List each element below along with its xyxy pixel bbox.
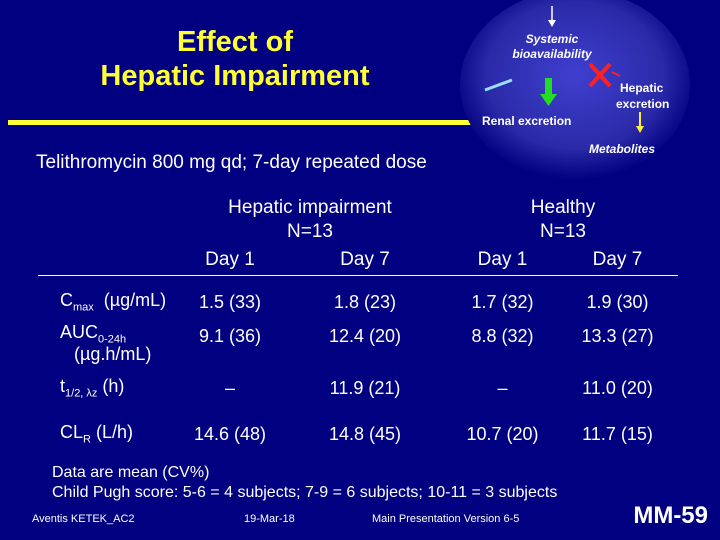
label-main: AUC <box>60 322 99 342</box>
group-header-hepatic: Hepatic impairment N=13 <box>180 196 440 244</box>
label-rest: (L/h) <box>90 422 133 442</box>
label-rest: (h) <box>97 376 125 396</box>
table-cell: 12.4 (20) <box>328 326 402 346</box>
table-cell: 11.7 (15) <box>582 424 653 444</box>
footer-version: Main Presentation Version 6-5 <box>372 513 520 525</box>
diagram-metabolites: Metabolites <box>589 142 655 156</box>
label-sub: max <box>73 301 94 314</box>
table-cell: – <box>497 378 508 398</box>
group-name: Hepatic impairment <box>228 197 392 218</box>
distribution-arrow-icon <box>484 78 513 92</box>
slide-subtitle: Telithromycin 800 mg qd; 7-day repeated … <box>36 152 427 173</box>
label-rest: (µg/mL) <box>93 290 167 310</box>
table-cell: 1.8 (23) <box>333 292 397 312</box>
label-sub: 0-24h <box>98 333 127 346</box>
table-cell: 9.1 (36) <box>198 326 262 346</box>
pk-diagram: Systemic bioavailability Hepatic excreti… <box>460 0 690 180</box>
group-name: Healthy <box>530 197 596 218</box>
footnote-child-pugh: Child Pugh score: 5-6 = 4 subjects; 7-9 … <box>52 484 558 501</box>
diagram-bioavailability: bioavailability <box>512 47 593 61</box>
title-line-2: Hepatic Impairment <box>100 60 370 92</box>
row-label-auc: AUC0-24h <box>60 322 126 346</box>
diagram-renal-excretion: Renal excretion <box>482 114 571 128</box>
table-cell: – <box>224 378 235 398</box>
table-cell: 11.0 (20) <box>582 378 653 398</box>
table-cell: 11.9 (21) <box>329 378 401 398</box>
blocked-cross-icon <box>588 62 612 88</box>
footer-date: 19-Mar-18 <box>244 513 295 525</box>
table-header-rule <box>38 275 678 276</box>
label-main: t <box>60 376 66 396</box>
label-sub: R <box>83 433 91 446</box>
row-label-auc-unit: (µg.h/mL) <box>74 344 152 364</box>
table-cell: 10.7 (20) <box>466 424 539 444</box>
group-n: N=13 <box>287 221 333 242</box>
day-header: Day 7 <box>340 249 390 270</box>
renal-arrow-icon <box>545 78 552 96</box>
diagram-systemic: Systemic <box>526 32 579 46</box>
group-header-healthy: Healthy N=13 <box>448 196 678 244</box>
table-cell: 14.8 (45) <box>328 424 402 444</box>
table-cell: 8.8 (32) <box>471 326 534 346</box>
table-cell: 1.7 (32) <box>471 292 534 312</box>
table-cell: 13.3 (27) <box>581 326 654 346</box>
footnotes: Data are mean (CV%) Child Pugh score: 5-… <box>52 463 557 503</box>
title-underline <box>8 120 478 125</box>
label-main: C <box>60 290 73 310</box>
day-header: Day 1 <box>205 249 255 270</box>
diagram-glow <box>460 0 690 180</box>
row-label-clr: CLR (L/h) <box>60 422 133 446</box>
table-cell: 1.5 (33) <box>198 292 262 312</box>
row-label-cmax: Cmax (µg/mL) <box>60 290 166 314</box>
day-header: Day 7 <box>592 249 643 270</box>
footer-source: Aventis KETEK_AC2 <box>32 513 135 525</box>
label-main: CL <box>60 422 84 442</box>
table-cell: 1.9 (30) <box>586 292 649 312</box>
diagram-excretion: excretion <box>616 97 669 111</box>
group-n: N=13 <box>540 221 586 242</box>
label-sub: 1/2, λz <box>65 387 98 400</box>
row-label-half-life: t1/2, λz (h) <box>60 376 124 400</box>
table-cell: 14.6 (48) <box>193 424 267 444</box>
diagram-hepatic: Hepatic <box>620 81 664 95</box>
slide-number: MM-59 <box>633 502 708 529</box>
footnote-data-format: Data are mean (CV%) <box>52 464 210 481</box>
title-line-1: Effect of <box>177 26 293 58</box>
slide-title: Effect of Hepatic Impairment <box>60 25 410 93</box>
day-header: Day 1 <box>477 249 528 270</box>
